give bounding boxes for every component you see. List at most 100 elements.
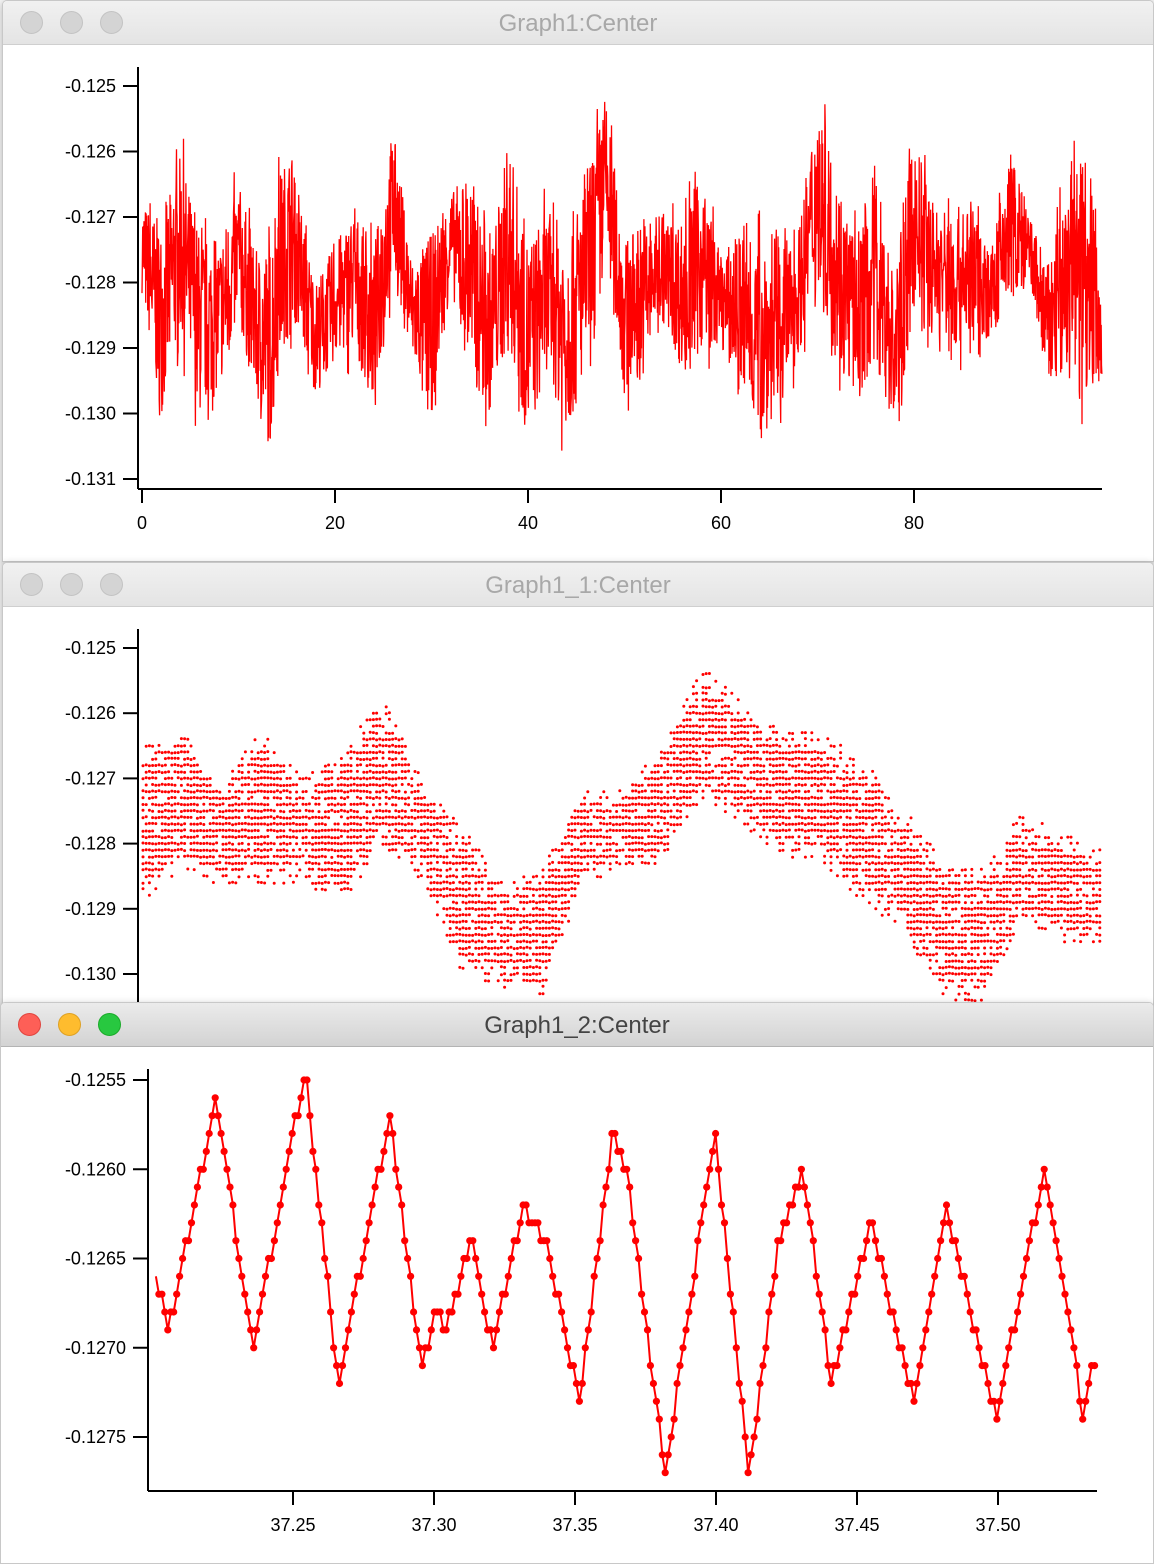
- data-point: [941, 920, 945, 924]
- close-button[interactable]: [18, 1013, 41, 1036]
- data-point: [599, 861, 603, 865]
- data-point: [839, 756, 843, 760]
- data-point: [487, 881, 491, 885]
- data-point: [586, 822, 590, 826]
- data-point: [910, 1397, 918, 1405]
- data-point: [186, 835, 190, 839]
- data-point: [403, 815, 407, 819]
- close-button[interactable]: [20, 11, 43, 34]
- data-point: [323, 770, 327, 773]
- data-point: [458, 927, 462, 931]
- data-point: [743, 790, 747, 794]
- data-point: [477, 848, 481, 852]
- title-bar[interactable]: Graph1_2:Center: [1, 1003, 1153, 1047]
- data-point: [627, 816, 631, 820]
- data-point: [676, 1362, 684, 1370]
- data-point: [714, 731, 718, 735]
- close-button[interactable]: [20, 573, 43, 596]
- data-point: [365, 836, 369, 839]
- data-point: [1017, 1290, 1025, 1298]
- data-point: [528, 973, 532, 977]
- data-point: [682, 730, 686, 734]
- data-point: [1091, 881, 1095, 885]
- data-point: [176, 855, 180, 859]
- data-point: [378, 717, 382, 721]
- data-point: [208, 777, 212, 780]
- data-point: [365, 803, 369, 807]
- title-bar[interactable]: Graph1:Center: [3, 1, 1153, 45]
- data-point: [746, 777, 750, 781]
- data-point: [199, 784, 203, 788]
- data-point: [544, 913, 548, 917]
- data-point: [557, 868, 561, 872]
- data-point: [461, 867, 465, 871]
- data-point: [704, 763, 708, 767]
- data-point: [371, 1183, 379, 1191]
- zoom-button[interactable]: [100, 11, 123, 34]
- minimize-button[interactable]: [60, 573, 83, 596]
- data-point: [701, 712, 705, 716]
- y-tick-label: -0.1265: [65, 1249, 126, 1269]
- data-point: [384, 738, 388, 741]
- data-point: [499, 913, 503, 917]
- data-point: [819, 809, 823, 813]
- data-point: [387, 717, 391, 721]
- data-point: [1063, 894, 1067, 898]
- data-point: [960, 979, 964, 982]
- title-bar[interactable]: Graph1_1:Center: [3, 563, 1153, 607]
- data-point: [221, 828, 225, 832]
- data-point: [906, 823, 910, 826]
- data-point: [976, 946, 980, 950]
- data-point: [170, 836, 174, 839]
- data-point: [890, 835, 894, 839]
- data-point: [925, 953, 929, 957]
- zoom-button[interactable]: [98, 1013, 121, 1036]
- data-point: [823, 823, 827, 827]
- data-point: [525, 953, 529, 957]
- data-point: [688, 718, 692, 722]
- data-point: [410, 861, 414, 865]
- data-point: [695, 705, 699, 709]
- zoom-button[interactable]: [100, 573, 123, 596]
- data-point: [487, 952, 491, 956]
- data-point: [701, 673, 705, 676]
- data-point: [554, 920, 558, 924]
- data-point: [240, 861, 244, 865]
- data-point: [992, 927, 996, 931]
- data-point: [1056, 861, 1060, 865]
- data-point: [940, 1219, 948, 1227]
- minimize-button[interactable]: [60, 11, 83, 34]
- data-point: [896, 861, 900, 865]
- data-point: [538, 946, 542, 950]
- data-point: [887, 900, 891, 904]
- data-point: [147, 861, 151, 865]
- data-point: [999, 913, 1003, 917]
- data-point: [355, 776, 359, 780]
- data-point: [957, 881, 961, 885]
- data-point: [445, 887, 449, 890]
- data-point: [176, 763, 180, 767]
- data-point: [791, 796, 795, 800]
- data-point: [1082, 868, 1086, 871]
- data-point: [1031, 855, 1035, 859]
- data-point: [314, 829, 318, 833]
- data-point: [183, 835, 187, 838]
- data-point: [341, 1344, 350, 1352]
- data-point: [160, 841, 164, 845]
- data-point: [652, 1397, 661, 1405]
- minimize-button[interactable]: [58, 1013, 81, 1036]
- data-point: [915, 946, 919, 950]
- data-point: [355, 822, 359, 826]
- data-point: [544, 978, 548, 982]
- data-point: [461, 887, 465, 891]
- data-point: [720, 705, 724, 709]
- data-point: [810, 842, 814, 846]
- data-point: [311, 828, 315, 832]
- data-point: [707, 672, 711, 675]
- data-point: [333, 810, 337, 814]
- data-point: [842, 803, 846, 806]
- data-point: [941, 874, 945, 878]
- data-point: [397, 855, 401, 859]
- data-point: [922, 881, 926, 885]
- data-point: [163, 777, 167, 781]
